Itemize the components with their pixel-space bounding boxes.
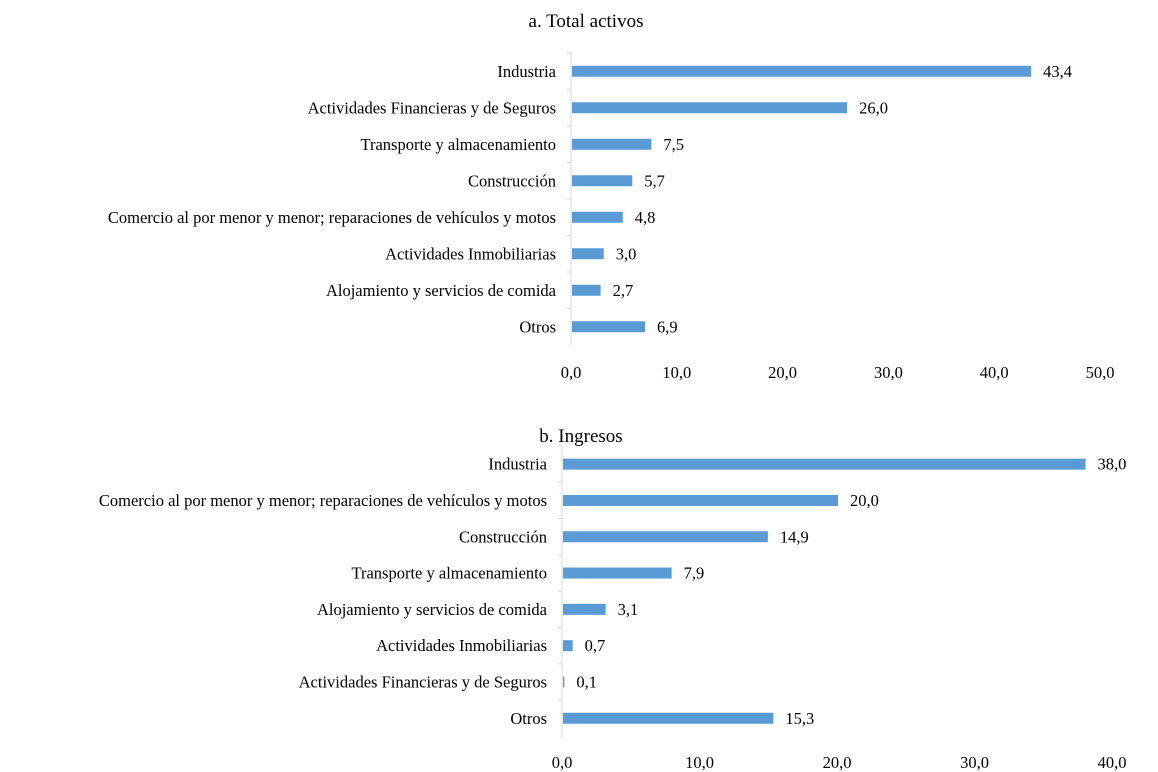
chart-b-bar [563, 531, 768, 543]
chart-a-bar [572, 211, 623, 223]
chart-a-value-label: 2,7 [613, 281, 634, 300]
chart-a-value-label: 43,4 [1043, 62, 1072, 81]
chart-a-category-label: Comercio al por menor y menor; reparacio… [108, 208, 556, 227]
chart-a-value-label: 6,9 [657, 317, 678, 336]
chart-b-x-tick-label: 30,0 [960, 753, 989, 772]
chart-b-bar [563, 676, 565, 688]
chart-b-value-label: 3,1 [618, 600, 639, 619]
chart-a-value-label: 5,7 [644, 171, 665, 190]
chart-b-bar [563, 603, 606, 615]
chart-total-activos: a. Total activos Industria 43,4 Actividade… [108, 11, 1115, 382]
chart-a-value-label: 4,8 [635, 208, 656, 227]
chart-b-category-label: Actividades Financieras y de Seguros [299, 672, 547, 691]
chart-b-category-label: Industria [488, 455, 547, 474]
chart-b-value-label: 7,9 [684, 564, 705, 583]
chart-a-category-label: Actividades Inmobiliarias [385, 244, 556, 263]
chart-b-bar [563, 567, 672, 579]
chart-b-value-label: 15,3 [785, 709, 814, 728]
chart-ingresos: b. Ingresos Industria 38,0 Comercio al por… [99, 426, 1127, 772]
chart-b-bar [563, 640, 573, 652]
chart-a-value-label: 3,0 [616, 244, 637, 263]
chart-b-category-label: Otros [510, 709, 547, 728]
chart-a-bar [572, 102, 848, 114]
chart-b-x-tick-label: 20,0 [823, 753, 852, 772]
chart-a-category-label: Alojamiento y servicios de comida [326, 281, 557, 300]
chart-a-category-label: Construcción [468, 171, 556, 190]
chart-a-x-tick-label: 20,0 [768, 363, 797, 382]
chart-b-x-tick-label: 10,0 [685, 753, 714, 772]
chart-b-category-label: Transporte y almacenamiento [351, 564, 547, 583]
chart-b-bar [563, 494, 838, 506]
chart-a-category-label: Otros [519, 317, 556, 336]
chart-b-x-tick-label: 0,0 [552, 753, 573, 772]
chart-a-x-tick-label: 10,0 [662, 363, 691, 382]
chart-b-value-label: 0,7 [585, 636, 606, 655]
chart-a-category-label: Industria [497, 62, 556, 81]
chart-a-bar [572, 248, 604, 260]
chart-a-x-tick-label: 30,0 [874, 363, 903, 382]
chart-a-bar [572, 138, 652, 150]
chart-a-x-tick-label: 40,0 [980, 363, 1009, 382]
chart-b-category-label: Comercio al por menor y menor; reparacio… [99, 491, 547, 510]
chart-a-bar [572, 65, 1032, 77]
chart-a-title: a. Total activos [529, 11, 644, 32]
chart-a-x-tick-label: 50,0 [1086, 363, 1115, 382]
chart-b-value-label: 0,1 [576, 672, 597, 691]
chart-b-category-label: Construcción [459, 527, 547, 546]
chart-b-value-label: 14,9 [780, 527, 809, 546]
chart-b-value-label: 38,0 [1098, 455, 1127, 474]
chart-b-category-label: Actividades Inmobiliarias [376, 636, 547, 655]
chart-a-category-label: Actividades Financieras y de Seguros [308, 98, 556, 117]
chart-a-category-label: Transporte y almacenamiento [360, 135, 556, 154]
chart-a-value-label: 26,0 [859, 98, 888, 117]
chart-b-x-tick-label: 40,0 [1098, 753, 1127, 772]
chart-b-category-label: Alojamiento y servicios de comida [317, 600, 548, 619]
chart-a-bar [572, 284, 601, 296]
chart-b-title: b. Ingresos [539, 426, 622, 447]
chart-a-bar [572, 175, 633, 187]
chart-b-value-label: 20,0 [850, 491, 879, 510]
chart-a-bar [572, 321, 646, 333]
chart-b-bar [563, 458, 1086, 470]
chart-b-bar [563, 712, 774, 724]
chart-a-value-label: 7,5 [663, 135, 684, 154]
chart-a-x-tick-label: 0,0 [561, 363, 582, 382]
